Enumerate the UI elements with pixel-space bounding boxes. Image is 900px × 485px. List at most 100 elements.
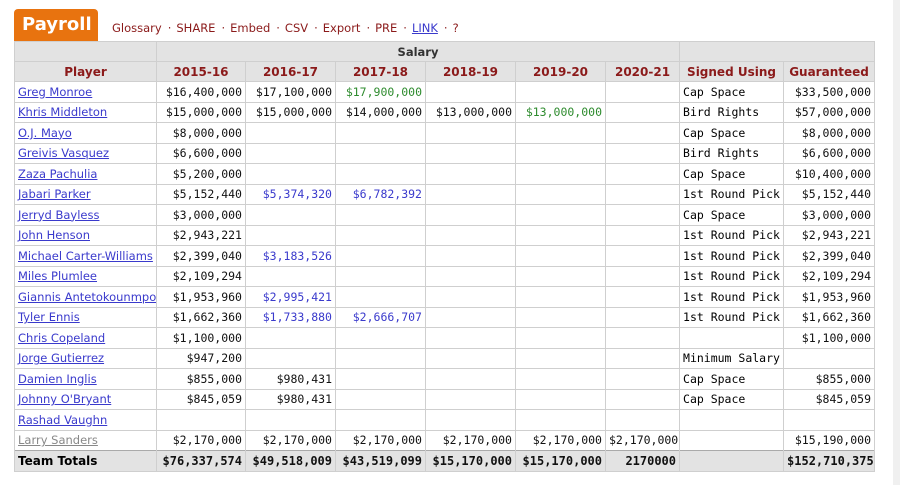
table-row: Jabari Parker $5,152,440 $5,374,320 $6,782,… [14,183,876,205]
salary-cell [604,347,681,369]
salary-cell [515,81,606,103]
salary-cell [515,183,606,205]
salary-cell [515,409,606,431]
salary-cell: $2,170,000 [335,429,426,451]
table-row: Greg Monroe $16,400,000 $17,100,000 $17,900… [14,81,876,103]
player-link[interactable]: Khris Middleton [14,101,157,123]
link-pre[interactable]: PRE [375,21,398,35]
column-header-2020-21[interactable]: 2020-21 [604,61,681,82]
total-signed-cell [679,450,785,472]
salary-cell: $2,170,000 [515,429,606,451]
player-link[interactable]: Larry Sanders [14,429,157,451]
guaranteed-cell: $2,943,221 [783,224,876,246]
table-row: John Henson $2,943,221 1st Round Pick $2,94… [14,224,876,246]
salary-cell: $980,431 [245,368,336,390]
salary-cell [515,347,606,369]
salary-cell [425,347,516,369]
column-header-2018-19[interactable]: 2018-19 [425,61,516,82]
player-link[interactable]: John Henson [14,224,157,246]
player-link[interactable]: Miles Plumlee [14,265,157,287]
salary-cell [335,245,426,267]
salary-cell [425,327,516,349]
salary-cell [425,409,516,431]
guaranteed-cell: $845,059 [783,388,876,410]
player-link[interactable]: Jorge Gutierrez [14,347,157,369]
column-header-2016-17[interactable]: 2016-17 [245,61,336,82]
link-link[interactable]: LINK [411,21,438,35]
total-salary-cell: 2170000 [604,450,681,472]
salary-cell [515,265,606,287]
topbar: Payroll Glossary · SHARE · Embed · CSV · Export ·… [14,9,459,41]
link-csv[interactable]: CSV [284,21,309,35]
player-link[interactable]: Jabari Parker [14,183,157,205]
salary-cell [604,163,681,185]
column-header-player[interactable]: Player [14,61,157,82]
payroll-tab[interactable]: Payroll [14,9,98,41]
table-row: Zaza Pachulia $5,200,000 Cap Space $10,400,… [14,163,876,185]
player-link[interactable]: Damien Inglis [14,368,157,390]
player-link[interactable]: Tyler Ennis [14,306,157,328]
salary-cell: $947,200 [156,347,246,369]
salary-cell: $15,000,000 [245,101,336,123]
player-link[interactable]: Giannis Antetokounmpo [14,286,157,308]
guaranteed-cell: $1,953,960 [783,286,876,308]
salary-cell [425,183,516,205]
table-row: Jerryd Bayless $3,000,000 Cap Space $3,000,… [14,204,876,226]
salary-cell [335,122,426,144]
column-header-2019-20[interactable]: 2019-20 [515,61,606,82]
salary-cell [604,245,681,267]
total-salary-cell: $15,170,000 [425,450,516,472]
guaranteed-cell: $5,152,440 [783,183,876,205]
salary-cell: $17,100,000 [245,81,336,103]
player-link[interactable]: Greivis Vasquez [14,142,157,164]
link-embed[interactable]: Embed [230,21,271,35]
column-header-2015-16[interactable]: 2015-16 [156,61,246,82]
salary-cell [425,224,516,246]
column-header-2017-18[interactable]: 2017-18 [335,61,426,82]
salary-cell [604,327,681,349]
table-row: Chris Copeland $1,100,000 $1,100,000 [14,327,876,349]
link-share[interactable]: SHARE [176,21,216,35]
player-link[interactable]: Rashad Vaughn [14,409,157,431]
team-totals-label: Team Totals [14,450,157,472]
salary-cell [604,81,681,103]
guaranteed-cell: $8,000,000 [783,122,876,144]
link-glossary[interactable]: Glossary [112,21,162,35]
salary-cell: $855,000 [156,368,246,390]
salary-cell: $2,399,040 [156,245,246,267]
salary-cell [335,265,426,287]
player-link[interactable]: Greg Monroe [14,81,157,103]
help-link[interactable]: ? [452,21,459,35]
player-link[interactable]: O.J. Mayo [14,122,157,144]
salary-cell [245,122,336,144]
player-link[interactable]: Zaza Pachulia [14,163,157,185]
salary-cell [335,347,426,369]
salary-cell [425,368,516,390]
player-link[interactable]: Johnny O'Bryant [14,388,157,410]
signed-using-cell: Minimum Salary [679,347,785,369]
link-export[interactable]: Export [322,21,361,35]
salary-cell [515,122,606,144]
player-link[interactable]: Michael Carter-Williams [14,245,157,267]
table-row: Tyler Ennis $1,662,360 $1,733,880 $2,666,70… [14,306,876,328]
payroll-table: Salary Player 2015-16 2016-17 2017-18 2018-1… [14,41,876,472]
salary-cell [604,101,681,123]
salary-cell: $14,000,000 [335,101,426,123]
salary-cell [425,286,516,308]
player-link[interactable]: Chris Copeland [14,327,157,349]
signed-using-cell: Cap Space [679,163,785,185]
guaranteed-cell: $1,100,000 [783,327,876,349]
guaranteed-cell: $2,399,040 [783,245,876,267]
separator-dot: · [221,21,226,35]
guaranteed-cell: $57,000,000 [783,101,876,123]
salary-cell [335,388,426,410]
salary-cell [604,183,681,205]
player-link[interactable]: Jerryd Bayless [14,204,157,226]
column-header-guaranteed[interactable]: Guaranteed [783,61,876,82]
table-row: Khris Middleton $15,000,000 $15,000,000 $14… [14,101,876,123]
salary-cell: $2,170,000 [425,429,516,451]
salary-cell: $2,170,000 [604,429,681,451]
column-header-signed-using[interactable]: Signed Using [679,61,785,82]
signed-using-cell: 1st Round Pick [679,265,785,287]
table-row: Michael Carter-Williams $2,399,040 $3,183,… [14,245,876,267]
